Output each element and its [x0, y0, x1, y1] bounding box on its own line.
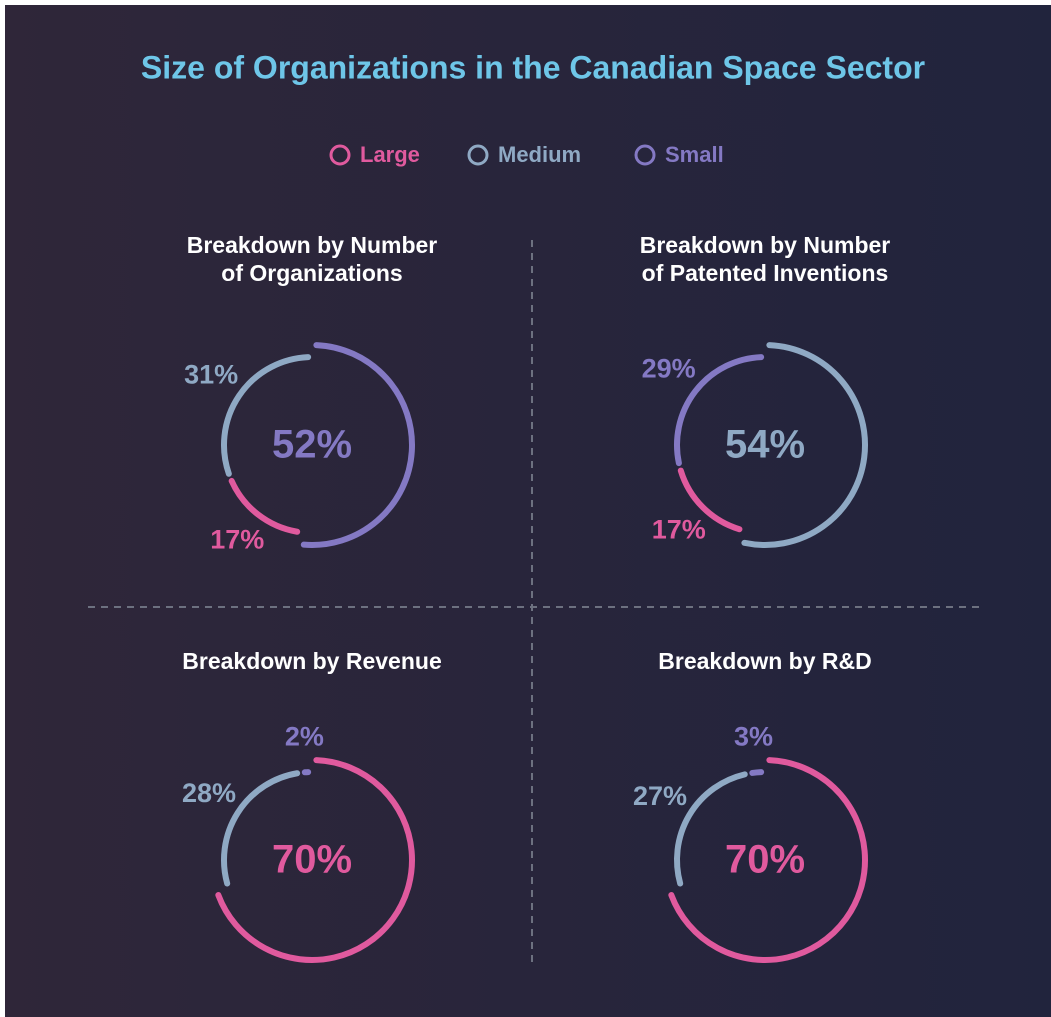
center-label: 54% — [725, 423, 805, 467]
donut-segment — [221, 354, 312, 477]
chart-title: of Organizations — [221, 260, 402, 286]
legend-label: Large — [360, 142, 420, 167]
value-label: 17% — [210, 525, 264, 555]
value-label: 3% — [734, 722, 773, 752]
legend-swatch — [329, 144, 351, 166]
value-label: 29% — [642, 353, 696, 383]
value-label: 31% — [184, 360, 238, 390]
donut-segment — [749, 769, 765, 776]
legend-label: Small — [665, 142, 724, 167]
value-label: 28% — [182, 778, 236, 808]
chart-title: Breakdown by Number — [187, 232, 438, 258]
chart-title: Breakdown by R&D — [658, 648, 871, 674]
donut-segment — [300, 342, 415, 548]
page-title: Size of Organizations in the Canadian Sp… — [141, 49, 925, 85]
chart-title: of Patented Inventions — [642, 260, 889, 286]
chart-title: Breakdown by Revenue — [182, 648, 441, 674]
center-label: 52% — [272, 423, 352, 467]
donut-segment — [228, 477, 301, 535]
value-label: 17% — [652, 514, 706, 544]
value-label: 2% — [285, 721, 324, 751]
background — [5, 5, 1051, 1017]
center-label: 70% — [272, 838, 352, 882]
center-label: 70% — [725, 838, 805, 882]
donut-segment — [741, 342, 868, 548]
legend-swatch — [467, 144, 489, 166]
donut-segment — [674, 354, 765, 467]
donut-segment — [668, 757, 868, 963]
donut-segment — [221, 770, 301, 887]
legend-swatch — [634, 144, 656, 166]
chart-title: Breakdown by Number — [640, 232, 891, 258]
legend-label: Medium — [498, 142, 581, 167]
value-label: 27% — [633, 781, 687, 811]
donut-segment — [674, 771, 748, 887]
donut-segment — [677, 467, 743, 533]
donut-segment — [215, 757, 415, 963]
